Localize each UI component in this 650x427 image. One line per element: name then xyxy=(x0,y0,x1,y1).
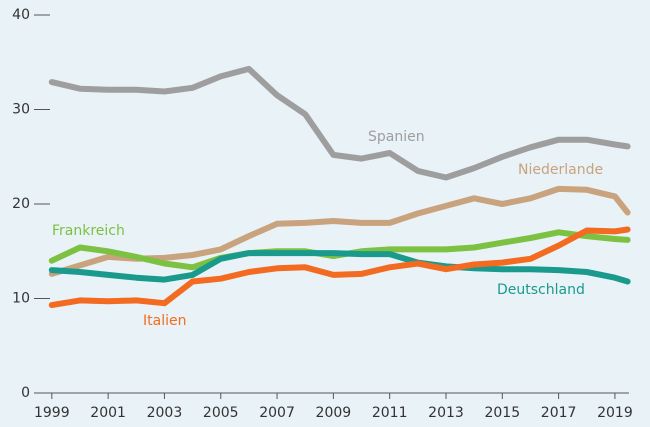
series-label: Frankreich xyxy=(52,223,125,239)
series-label: Niederlande xyxy=(518,162,603,178)
y-tick-label: 10 xyxy=(12,291,30,307)
x-tick-label: 2017 xyxy=(541,405,577,421)
y-tick-label: 30 xyxy=(12,102,30,118)
series-line xyxy=(48,226,631,309)
series-label: Spanien xyxy=(368,129,425,145)
x-tick-label: 2007 xyxy=(259,405,295,421)
series-line xyxy=(48,185,631,277)
x-tick-label: 1999 xyxy=(34,405,70,421)
x-tick-label: 2005 xyxy=(203,405,239,421)
series-line xyxy=(48,229,631,271)
series-label: Deutschland xyxy=(497,282,585,298)
y-tick-label: 0 xyxy=(21,385,30,401)
series-line xyxy=(48,65,631,181)
x-tick-label: 2015 xyxy=(484,405,520,421)
y-tick-label: 40 xyxy=(12,7,30,23)
x-tick-label: 2019 xyxy=(597,405,633,421)
x-tick-label: 2003 xyxy=(147,405,183,421)
x-tick-label: 2001 xyxy=(90,405,126,421)
series-line xyxy=(48,250,631,285)
x-tick-label: 2013 xyxy=(428,405,464,421)
x-tick-label: 2009 xyxy=(316,405,352,421)
y-tick-label: 20 xyxy=(12,196,30,212)
x-tick-label: 2011 xyxy=(372,405,408,421)
series-label: Italien xyxy=(143,313,186,329)
